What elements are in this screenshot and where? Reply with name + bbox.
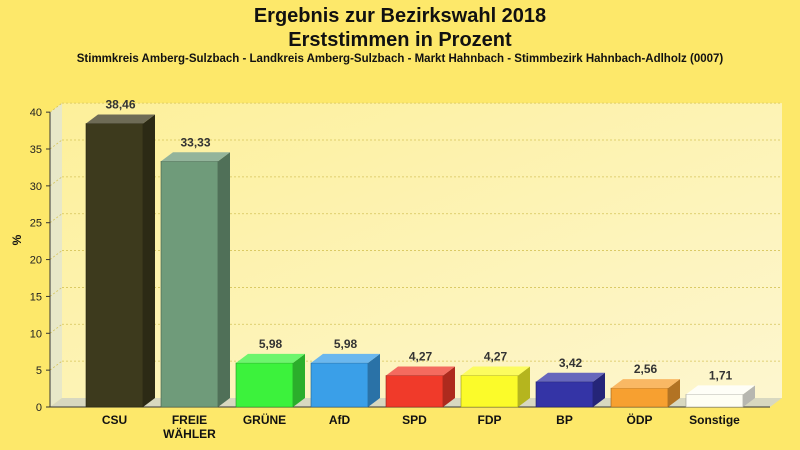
bar-front [310, 362, 369, 408]
bar-front [235, 362, 294, 408]
bar-top [536, 372, 605, 382]
x-tick-label: AfD [329, 413, 351, 427]
bar-front [85, 123, 144, 408]
x-tick-label: BP [556, 413, 573, 427]
gridline-side [49, 323, 63, 334]
bar-side [218, 152, 230, 407]
bar-side [593, 372, 605, 407]
x-tick-label: CSU [102, 413, 127, 427]
gridline-side [49, 360, 63, 371]
bar-top [311, 353, 380, 363]
gridline-side [49, 176, 63, 187]
data-label: 33,33 [180, 135, 210, 149]
bar-top [236, 353, 305, 363]
y-tick-label: 30 [30, 181, 42, 193]
bar-side [143, 114, 155, 407]
bar-top [461, 366, 530, 376]
bar-top [686, 385, 755, 395]
y-tick-label: 35 [30, 144, 42, 156]
y-tick-label: 5 [36, 365, 42, 377]
bar-side [743, 385, 755, 407]
data-label: 38,46 [105, 97, 135, 111]
bar-side [293, 353, 305, 407]
bar-front [535, 381, 594, 408]
chart-description: Stimmkreis Amberg-Sulzbach - Landkreis A… [76, 53, 724, 65]
data-label: 4,27 [409, 350, 433, 364]
bar-side [368, 353, 380, 407]
x-tick-label: WÄHLER [163, 426, 216, 441]
bar-side [518, 366, 530, 407]
y-tick-label: 15 [30, 291, 42, 303]
y-tick-label: 10 [30, 328, 42, 340]
y-axis-label: % [10, 234, 24, 245]
chart-side-wall [50, 103, 62, 408]
bar-top [386, 366, 455, 376]
bar-front [685, 394, 744, 408]
bar-top [611, 379, 680, 389]
chart-subtitle: Erststimmen in Prozent [288, 29, 512, 51]
bar-side [668, 379, 680, 407]
gridline-side [49, 102, 63, 113]
x-tick-label: Sonstige [689, 413, 740, 427]
x-tick-label: ÖDP [626, 412, 652, 427]
bar-front [610, 387, 669, 408]
x-tick-label: SPD [402, 413, 427, 427]
y-tick-label: 40 [30, 107, 42, 119]
y-tick-label: 0 [36, 402, 42, 414]
bar-side [443, 366, 455, 407]
chart-title: Ergebnis zur Bezirkswahl 2018 [253, 5, 547, 27]
data-label: 1,71 [709, 368, 733, 382]
gridline-side [49, 287, 63, 297]
gridline-side [49, 213, 63, 224]
data-label: 5,98 [334, 337, 358, 351]
bar-front [460, 375, 519, 408]
x-tick-label: GRÜNE [243, 412, 286, 427]
gridline-side [49, 250, 63, 260]
x-tick-label: FDP [478, 413, 502, 427]
bar-top [161, 152, 230, 162]
y-tick-label: 20 [30, 255, 42, 267]
data-label: 5,98 [259, 337, 283, 351]
x-tick-label: FREIE [172, 413, 207, 427]
data-label: 4,27 [484, 350, 508, 364]
bar-front [160, 161, 219, 408]
gridline-side [49, 139, 63, 150]
bar-top [86, 114, 155, 124]
bar-front [385, 375, 444, 408]
data-label: 2,56 [634, 362, 658, 376]
data-label: 3,42 [559, 356, 583, 370]
y-tick-label: 25 [30, 218, 42, 230]
